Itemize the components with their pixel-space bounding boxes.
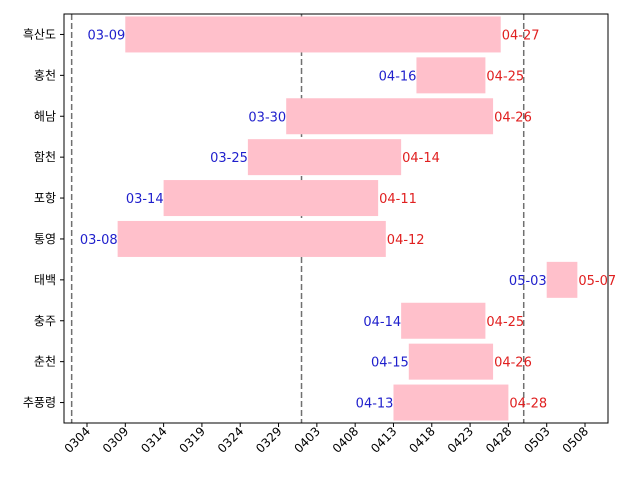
end-label-4: 04-11	[379, 192, 417, 207]
end-label-2: 04-26	[494, 110, 532, 125]
start-label-6: 05-03	[509, 274, 547, 289]
start-label-3: 03-25	[210, 151, 248, 166]
x-tick-label-10: 0423	[445, 424, 476, 455]
bar-8	[408, 343, 494, 380]
end-label-6: 05-07	[578, 274, 616, 289]
x-tick-label-9: 0418	[406, 424, 437, 455]
plot-frame	[63, 13, 609, 424]
bar-4	[163, 180, 379, 217]
start-label-7: 04-14	[363, 315, 401, 330]
reference-lines	[70, 14, 525, 423]
x-tick-label-7: 0408	[330, 424, 361, 455]
bar-6	[546, 261, 578, 298]
start-label-4: 03-14	[126, 192, 164, 207]
category-label-1: 홍천	[34, 67, 56, 82]
end-label-9: 04-28	[509, 397, 547, 412]
category-label-9: 추풍령	[23, 396, 56, 410]
category-label-3: 함천	[34, 149, 56, 164]
bar-3	[247, 139, 402, 176]
x-tick-label-2: 0314	[138, 424, 169, 455]
end-date-labels: 04-27 04-25 04-26 04-14 04-11 04-12 05-07 04-25…	[379, 28, 616, 411]
start-label-5: 03-08	[80, 233, 118, 248]
start-label-0: 03-09	[88, 28, 126, 43]
category-label-4: 포항	[34, 191, 56, 205]
start-label-8: 04-15	[371, 356, 409, 371]
bar-0	[125, 16, 501, 53]
category-label-7: 충주	[34, 314, 56, 328]
end-label-1: 04-25	[486, 69, 524, 84]
x-tick-label-12: 0503	[521, 424, 552, 455]
category-label-6: 태백	[34, 273, 56, 287]
end-label-8: 04-26	[494, 356, 532, 371]
x-tick-label-8: 0413	[368, 424, 399, 455]
start-label-1: 04-16	[379, 69, 417, 84]
start-label-9: 04-13	[356, 397, 394, 412]
x-tick-label-4: 0324	[215, 424, 246, 455]
bar-1	[416, 57, 486, 94]
x-axis: 0304 0309 0314 0319 0324 0329 0403 0408 0413 0418…	[62, 423, 591, 456]
category-label-5: 통영	[34, 232, 56, 246]
x-tick-label-3: 0319	[177, 424, 208, 455]
bar-2	[286, 98, 494, 135]
x-tick-label-0: 0304	[62, 424, 93, 455]
x-tick-label-6: 0403	[291, 424, 322, 455]
bars	[117, 16, 578, 421]
category-label-0: 흑산도	[23, 27, 56, 41]
bar-7	[401, 302, 486, 339]
end-label-7: 04-25	[486, 315, 524, 330]
start-label-2: 03-30	[248, 110, 286, 125]
x-tick-label-5: 0329	[253, 424, 284, 455]
x-tick-label-13: 0508	[560, 424, 591, 455]
category-label-2: 해남	[34, 109, 56, 123]
bar-9	[393, 384, 509, 421]
end-label-5: 04-12	[387, 233, 425, 248]
start-date-labels: 03-09 04-16 03-30 03-25 03-14 03-08 05-03 04-14…	[80, 28, 547, 411]
x-tick-label-11: 0428	[483, 424, 514, 455]
end-label-0: 04-27	[502, 28, 540, 43]
x-tick-label-1: 0309	[100, 424, 131, 455]
end-label-3: 04-14	[402, 151, 440, 166]
category-label-8: 춘천	[34, 354, 56, 369]
bar-5	[117, 220, 386, 257]
